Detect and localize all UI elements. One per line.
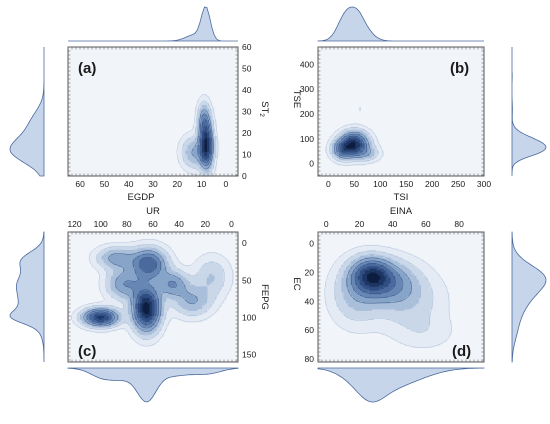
- y-tick-label: 10: [242, 150, 252, 160]
- x-tick-label: 200: [425, 179, 439, 189]
- x-tick-label: 20: [173, 179, 183, 189]
- panel-letter: (a): [78, 60, 96, 77]
- x-tick-label: 20: [201, 219, 211, 229]
- y-tick-label: 0: [242, 171, 247, 181]
- x-tick-label: 50: [100, 179, 110, 189]
- x-tick-label: 50: [350, 179, 360, 189]
- x-tick-label: 30: [148, 179, 158, 189]
- y-tick-label: 50: [242, 275, 252, 285]
- y-tick-label: 40: [242, 85, 252, 95]
- y-tick-label: 30: [242, 107, 252, 117]
- y-tick-label: 100: [242, 312, 256, 322]
- y-tick-label: 150: [242, 350, 256, 360]
- x-tick-label: 300: [477, 179, 491, 189]
- y-axis-label: TSE: [291, 90, 302, 108]
- y-tick-label: 200: [300, 109, 314, 119]
- x-axis-label: EGDP: [128, 192, 155, 203]
- y-tick-label: 20: [242, 128, 252, 138]
- x-tick-label: 60: [75, 179, 85, 189]
- x-tick-label: 100: [373, 179, 387, 189]
- y-tick-label: 50: [242, 64, 252, 74]
- x-tick-label: 100: [94, 219, 108, 229]
- x-axis-label: UR: [146, 206, 160, 217]
- panel-letter: (c): [78, 343, 96, 360]
- y-tick-label: 60: [242, 42, 252, 52]
- x-tick-label: 0: [223, 179, 228, 189]
- x-tick-label: 10: [197, 179, 207, 189]
- y-tick-label: 0: [309, 159, 314, 169]
- y-axis-label-subscript: 2: [258, 113, 265, 117]
- x-tick-label: 150: [399, 179, 413, 189]
- x-tick-label: 80: [122, 219, 132, 229]
- x-tick-label: 0: [326, 179, 331, 189]
- x-tick-label: 60: [148, 219, 158, 229]
- y-axis-label: FEPG: [259, 284, 270, 310]
- x-axis-label: TSI: [394, 192, 409, 203]
- y-tick-label: 100: [300, 134, 314, 144]
- x-tick-label: 40: [124, 179, 134, 189]
- y-tick-label: 400: [300, 59, 314, 69]
- x-tick-label: 0: [229, 219, 234, 229]
- panel-letter: (b): [450, 60, 469, 77]
- x-tick-label: 250: [451, 179, 465, 189]
- y-tick-label: 0: [242, 238, 247, 248]
- x-tick-label: 40: [174, 219, 184, 229]
- x-tick-label: 120: [67, 219, 81, 229]
